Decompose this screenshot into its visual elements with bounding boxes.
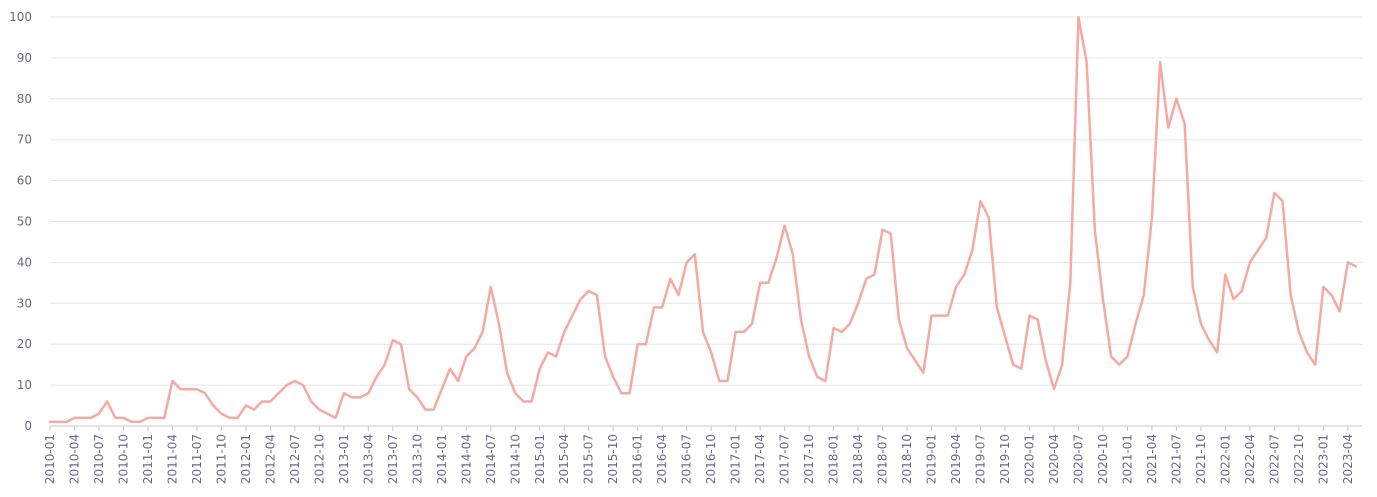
- x-tick-label: 2017-10: [802, 434, 816, 484]
- x-tick-label: 2015-07: [582, 434, 596, 484]
- y-tick-label: 90: [17, 51, 32, 65]
- x-tick-label: 2017-04: [753, 434, 767, 484]
- y-tick-label: 0: [24, 419, 32, 433]
- x-axis: [49, 425, 1362, 431]
- y-tick-label: 70: [17, 133, 32, 147]
- x-axis-tick-labels: 2010-01 2010-04 2010-07 2010-10 2011-01 2011-…: [43, 434, 1355, 484]
- x-tick-label: 2021-10: [1194, 434, 1208, 484]
- x-tick-label: 2012-04: [263, 434, 277, 484]
- y-tick-label: 80: [17, 92, 32, 106]
- gridlines: [50, 16, 1362, 386]
- x-tick-label: 2019-10: [998, 434, 1012, 484]
- x-tick-label: 2014-04: [459, 434, 473, 484]
- x-tick-label: 2023-04: [1341, 434, 1355, 484]
- x-tick-label: 2020-01: [1023, 434, 1037, 484]
- y-tick-label: 30: [17, 296, 32, 310]
- x-tick-label: 2012-01: [239, 434, 253, 484]
- x-tick-label: 2016-04: [655, 434, 669, 484]
- x-tick-label: 2017-07: [778, 434, 792, 484]
- x-tick-label: 2022-07: [1267, 434, 1281, 484]
- x-tick-label: 2011-01: [141, 434, 155, 484]
- y-tick-label: 10: [17, 378, 32, 392]
- x-tick-label: 2014-01: [435, 434, 449, 484]
- x-tick-label: 2010-01: [43, 434, 57, 484]
- y-axis-tick-labels: 0 10 20 30 40 50 60 70 80 90 100: [9, 10, 32, 433]
- y-tick-label: 100: [9, 10, 32, 24]
- x-tick-label: 2021-01: [1120, 434, 1134, 484]
- x-tick-label: 2012-07: [288, 434, 302, 484]
- y-tick-label: 20: [17, 337, 32, 351]
- x-tick-label: 2016-01: [631, 434, 645, 484]
- x-tick-label: 2012-10: [312, 434, 326, 484]
- x-tick-label: 2018-01: [827, 434, 841, 484]
- x-tick-label: 2021-07: [1169, 434, 1183, 484]
- x-tick-label: 2016-10: [704, 434, 718, 484]
- x-tick-label: 2022-04: [1243, 434, 1257, 484]
- x-tick-label: 2014-10: [508, 434, 522, 484]
- x-tick-label: 2013-04: [361, 434, 375, 484]
- y-tick-label: 40: [17, 255, 32, 269]
- x-tick-label: 2018-07: [876, 434, 890, 484]
- x-tick-label: 2020-07: [1071, 434, 1085, 484]
- series: [48, 15, 1358, 424]
- x-tick-label: 2020-10: [1096, 434, 1110, 484]
- x-tick-label: 2015-10: [606, 434, 620, 484]
- x-tick-label: 2021-04: [1145, 434, 1159, 484]
- x-tick-label: 2010-04: [67, 434, 81, 484]
- x-tick-label: 2017-01: [729, 434, 743, 484]
- x-tick-label: 2013-07: [386, 434, 400, 484]
- x-tick-label: 2011-07: [190, 434, 204, 484]
- x-tick-label: 2023-01: [1316, 434, 1330, 484]
- x-tick-label: 2011-10: [214, 434, 228, 484]
- x-tick-label: 2020-04: [1047, 434, 1061, 484]
- y-tick-label: 60: [17, 174, 32, 188]
- x-tick-label: 2010-07: [92, 434, 106, 484]
- x-tick-label: 2018-10: [900, 434, 914, 484]
- x-tick-label: 2013-10: [410, 434, 424, 484]
- series-line: [48, 15, 1358, 424]
- x-tick-label: 2011-04: [165, 434, 179, 484]
- x-tick-label: 2015-01: [533, 434, 547, 484]
- x-tick-label: 2018-04: [851, 434, 865, 484]
- x-tick-label: 2014-07: [484, 434, 498, 484]
- x-tick-label: 2010-10: [116, 434, 130, 484]
- x-tick-label: 2019-07: [974, 434, 988, 484]
- x-tick-label: 2022-10: [1292, 434, 1306, 484]
- x-tick-label: 2013-01: [337, 434, 351, 484]
- x-tick-label: 2015-04: [557, 434, 571, 484]
- x-tick-label: 2019-04: [949, 434, 963, 484]
- x-tick-label: 2019-01: [925, 434, 939, 484]
- x-tick-label: 2022-01: [1218, 434, 1232, 484]
- y-tick-label: 50: [17, 215, 32, 229]
- x-tick-label: 2016-07: [680, 434, 694, 484]
